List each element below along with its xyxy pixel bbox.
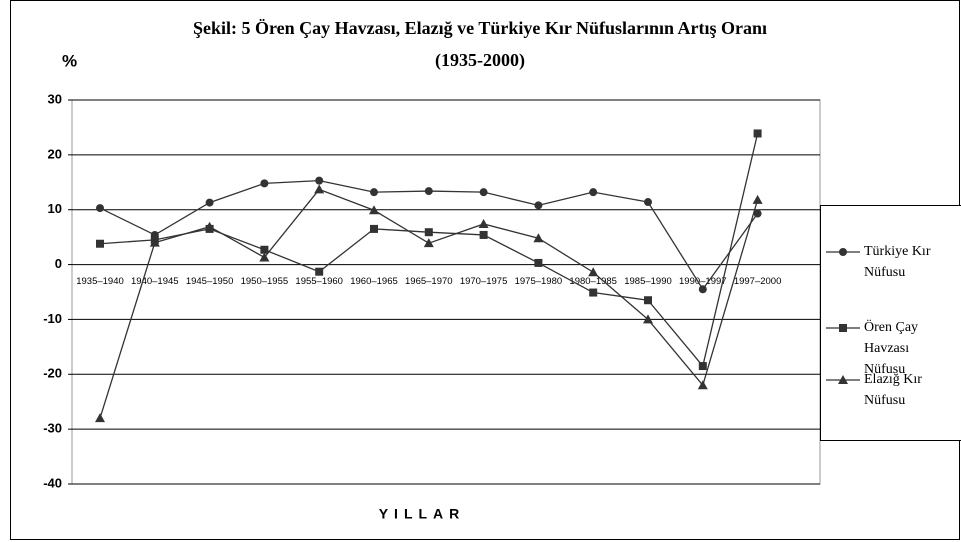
x-tick-label: 1965–1970 [405,276,453,287]
point [96,204,104,213]
y-tick-label: 30 [48,91,62,106]
point [698,285,707,294]
x-tick-label: 1945–1950 [186,276,234,287]
point [424,228,433,237]
legend-label: Türkiye Kır Nüfusu [864,244,934,280]
point [753,209,762,218]
x-tick-label: 1990–1997 [679,276,727,287]
point [698,362,707,371]
legend-marker [838,375,848,384]
point [479,188,488,197]
chart-title: Şekil: 5 Ören Çay Havzası, Elazığ ve Tür… [193,18,767,38]
point [697,380,708,390]
point [315,176,324,185]
point [478,218,489,228]
legend-label: Elazığ Kır Nüfusu [864,372,925,408]
y-tick-label: -30 [43,421,62,436]
x-tick-label: 1940–1945 [131,276,179,287]
point [752,194,763,204]
point [534,258,543,267]
point [314,184,325,194]
x-tick-label: 1980–1985 [569,276,617,287]
point [370,188,378,197]
x-tick-label: 1955–1960 [295,276,343,287]
point [533,233,544,243]
x-tick-label: 1970–1975 [460,276,508,287]
point [644,296,652,305]
legend [820,205,961,441]
legend-marker [839,324,847,332]
point [589,188,598,197]
y-tick-label: 20 [48,146,62,161]
point [149,237,160,247]
point [534,201,543,210]
x-tick-label: 1985–1990 [624,276,672,287]
x-tick-label: 1960–1965 [350,276,398,287]
x-tick-label: 1975–1980 [515,276,563,287]
y-tick-label: -10 [43,311,62,326]
y-tick-label: -40 [43,475,62,490]
point [423,238,434,248]
x-axis-label: YILLAR [379,506,466,522]
point [424,187,433,196]
x-tick-label: 1950–1955 [241,276,289,287]
point [204,221,215,231]
point [370,224,378,233]
point [753,129,762,138]
point [259,252,270,262]
point [96,239,104,248]
plot-area [71,99,821,485]
point [315,267,324,276]
legend-marker [839,248,847,256]
point [589,288,598,297]
point [643,314,653,324]
point [260,245,269,254]
y-tick-label: -20 [43,366,62,381]
point [588,267,599,277]
point [95,413,105,423]
point [369,205,379,215]
point [260,179,269,188]
y-axis-label: % [62,51,77,70]
y-tick-label: 10 [48,201,62,216]
point [205,198,214,207]
chart-title: (1935-2000) [435,50,525,71]
legend-label: Ören Çay Havzası Nüfusu [864,318,922,377]
x-tick-label: 1935–1940 [76,276,124,287]
point [644,198,652,207]
x-tick-label: 1997–2000 [734,276,782,287]
y-tick-label: 0 [55,256,62,271]
point [479,230,488,239]
